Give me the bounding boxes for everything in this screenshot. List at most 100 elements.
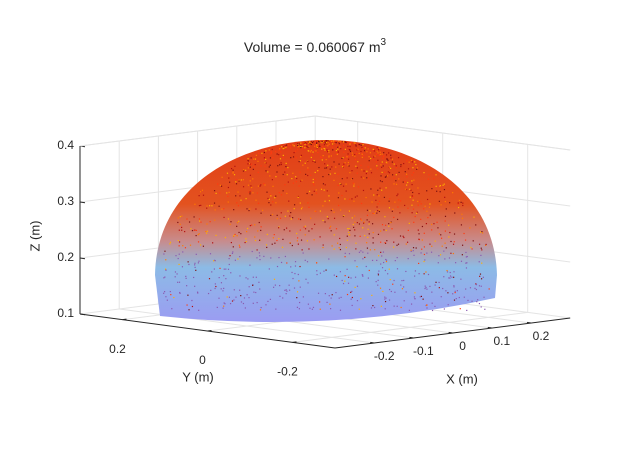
point (324, 221, 326, 223)
point (377, 279, 379, 281)
point (260, 184, 262, 186)
point (361, 156, 363, 158)
point (225, 278, 227, 280)
point (214, 260, 216, 262)
point (278, 256, 280, 259)
point (384, 269, 386, 272)
point (417, 200, 419, 203)
point (308, 248, 310, 250)
point (251, 250, 253, 253)
point (284, 215, 286, 217)
point (445, 247, 447, 249)
point (311, 141, 314, 144)
point (384, 171, 386, 173)
point (349, 229, 351, 232)
point (169, 241, 172, 243)
point (341, 194, 343, 197)
point (482, 276, 484, 278)
point (304, 225, 306, 227)
point (198, 220, 201, 222)
point (377, 233, 380, 235)
point (379, 287, 382, 289)
point (299, 202, 301, 204)
point (394, 291, 396, 293)
point (238, 244, 240, 246)
point (400, 306, 402, 309)
point (173, 296, 175, 299)
point (236, 222, 239, 224)
point (365, 265, 367, 268)
point (361, 274, 364, 276)
point (229, 303, 232, 305)
point (250, 163, 252, 165)
point (339, 243, 341, 246)
point (200, 204, 202, 206)
point (409, 188, 411, 190)
point (381, 224, 384, 226)
point (354, 221, 356, 223)
point (231, 252, 234, 254)
point (338, 140, 340, 142)
point (412, 199, 414, 201)
point (331, 208, 334, 210)
point (478, 302, 481, 305)
point (245, 169, 247, 171)
point (347, 145, 349, 148)
point (268, 202, 270, 204)
point (292, 217, 294, 219)
title-superscript: 3 (381, 37, 387, 48)
point (245, 198, 247, 200)
point (345, 159, 347, 161)
point (389, 278, 391, 281)
point (429, 214, 431, 216)
point (377, 272, 379, 275)
point (260, 226, 262, 228)
point (208, 278, 211, 280)
point (346, 239, 348, 241)
point (354, 142, 356, 144)
point (358, 308, 360, 310)
point (248, 209, 250, 212)
point (294, 204, 296, 206)
point (182, 245, 184, 247)
point (328, 295, 330, 297)
point (333, 142, 335, 144)
point (328, 143, 330, 145)
point (405, 173, 408, 175)
point (319, 145, 321, 148)
point (266, 246, 268, 249)
point (360, 150, 362, 153)
point (413, 296, 416, 298)
point (354, 235, 356, 237)
point (316, 144, 318, 146)
point (368, 233, 370, 235)
point (236, 235, 238, 237)
point (177, 281, 179, 283)
point (401, 279, 403, 282)
point (289, 230, 291, 232)
point (423, 232, 425, 234)
point (340, 141, 342, 143)
point (356, 195, 358, 197)
point (197, 262, 199, 264)
point (246, 208, 248, 210)
point (341, 178, 343, 180)
point (300, 145, 302, 147)
point (361, 153, 363, 155)
point (239, 195, 241, 197)
point (233, 235, 235, 237)
point (333, 248, 335, 250)
point (314, 223, 316, 225)
point (351, 304, 353, 307)
point (276, 214, 278, 216)
point (343, 163, 345, 165)
point (450, 252, 452, 254)
point (344, 162, 346, 164)
point (233, 209, 235, 211)
point (259, 288, 261, 290)
point (329, 140, 332, 142)
point (342, 215, 345, 218)
point (279, 284, 281, 287)
point (175, 255, 177, 257)
point (393, 305, 395, 307)
